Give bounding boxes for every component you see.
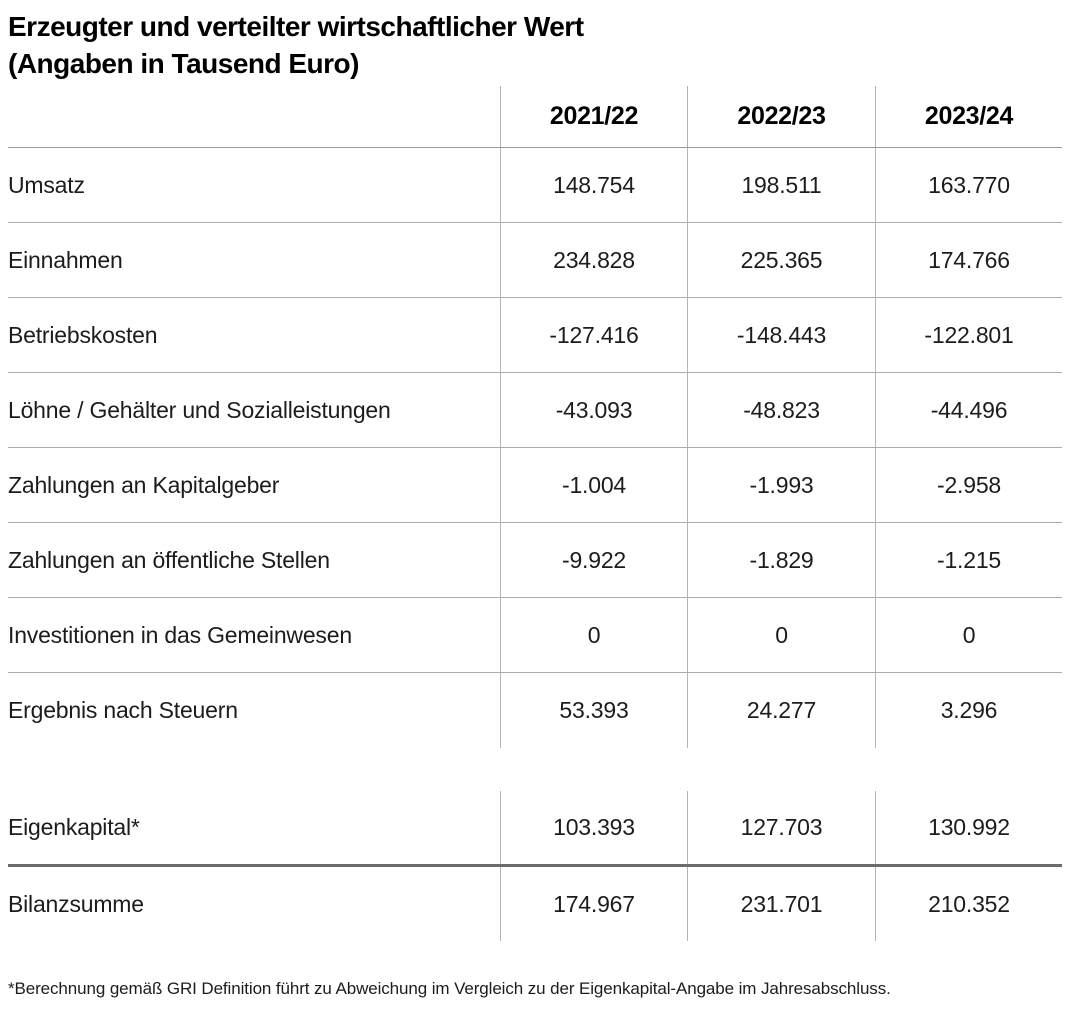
table-section-gap bbox=[8, 748, 1062, 791]
row-value: 198.511 bbox=[687, 148, 875, 222]
column-header-2023-24: 2023/24 bbox=[875, 86, 1062, 147]
row-label: Eigenkapital* bbox=[8, 814, 140, 840]
row-value: -1.993 bbox=[687, 448, 875, 522]
table-row-loehne-gehaelter: Löhne / Gehälter und Sozialleistungen -4… bbox=[8, 373, 1062, 448]
row-value: -122.801 bbox=[875, 298, 1062, 372]
row-label: Zahlungen an öffentliche Stellen bbox=[8, 546, 330, 573]
row-value: -9.922 bbox=[500, 523, 687, 597]
row-value: -1.829 bbox=[687, 523, 875, 597]
row-value: 103.393 bbox=[500, 791, 687, 864]
row-label: Investitionen in das Gemeinwesen bbox=[8, 621, 352, 648]
row-value: 148.754 bbox=[500, 148, 687, 222]
table-row-umsatz: Umsatz 148.754 198.511 163.770 bbox=[8, 148, 1062, 223]
row-label: Löhne / Gehälter und Sozialleistungen bbox=[8, 396, 391, 423]
table-row-bilanzsumme: Bilanzsumme 174.967 231.701 210.352 bbox=[8, 867, 1062, 941]
row-value: 53.393 bbox=[500, 673, 687, 748]
table-row-zahlungen-oeffentliche-stellen: Zahlungen an öffentliche Stellen -9.922 … bbox=[8, 523, 1062, 598]
table-row-ergebnis-nach-steuern: Ergebnis nach Steuern 53.393 24.277 3.29… bbox=[8, 673, 1062, 748]
header-label-spacer bbox=[8, 86, 500, 147]
row-value: -2.958 bbox=[875, 448, 1062, 522]
content-area: Erzeugter und verteilter wirtschaftliche… bbox=[8, 8, 1062, 999]
page-title-line1: Erzeugter und verteilter wirtschaftliche… bbox=[8, 11, 584, 42]
row-label: Zahlungen an Kapitalgeber bbox=[8, 471, 280, 498]
row-value: 231.701 bbox=[687, 867, 875, 941]
row-value: 130.992 bbox=[875, 791, 1062, 864]
economic-value-table: 2021/22 2022/23 2023/24 Umsatz 148.754 1… bbox=[8, 86, 1062, 941]
table-row-investitionen-gemeinwesen: Investitionen in das Gemeinwesen 0 0 0 bbox=[8, 598, 1062, 673]
row-value: -44.496 bbox=[875, 373, 1062, 447]
page-title: Erzeugter und verteilter wirtschaftliche… bbox=[8, 8, 1062, 82]
row-value: -48.823 bbox=[687, 373, 875, 447]
row-value: -127.416 bbox=[500, 298, 687, 372]
table-row-eigenkapital: Eigenkapital* 103.393 127.703 130.992 bbox=[8, 791, 1062, 867]
row-value: 210.352 bbox=[875, 867, 1062, 941]
row-value: 174.766 bbox=[875, 223, 1062, 297]
page-title-line2: (Angaben in Tausend Euro) bbox=[8, 48, 359, 79]
row-value: 0 bbox=[687, 598, 875, 672]
footnote: *Berechnung gemäß GRI Definition führt z… bbox=[8, 979, 891, 998]
row-value: 234.828 bbox=[500, 223, 687, 297]
row-value: 225.365 bbox=[687, 223, 875, 297]
row-value: 127.703 bbox=[687, 791, 875, 864]
table-row-einnahmen: Einnahmen 234.828 225.365 174.766 bbox=[8, 223, 1062, 298]
table-row-betriebskosten: Betriebskosten -127.416 -148.443 -122.80… bbox=[8, 298, 1062, 373]
row-label: Betriebskosten bbox=[8, 321, 158, 348]
row-label: Ergebnis nach Steuern bbox=[8, 697, 238, 723]
row-value: -1.004 bbox=[500, 448, 687, 522]
row-value: 174.967 bbox=[500, 867, 687, 941]
row-label: Einnahmen bbox=[8, 246, 123, 273]
row-value: 24.277 bbox=[687, 673, 875, 748]
row-label: Bilanzsumme bbox=[8, 890, 144, 917]
row-value: -1.215 bbox=[875, 523, 1062, 597]
row-value: -43.093 bbox=[500, 373, 687, 447]
table-row-zahlungen-kapitalgeber: Zahlungen an Kapitalgeber -1.004 -1.993 … bbox=[8, 448, 1062, 523]
column-header-2021-22: 2021/22 bbox=[500, 86, 687, 147]
table-header-row: 2021/22 2022/23 2023/24 bbox=[8, 86, 1062, 148]
column-header-2022-23: 2022/23 bbox=[687, 86, 875, 147]
row-value: -148.443 bbox=[687, 298, 875, 372]
row-value: 0 bbox=[500, 598, 687, 672]
row-value: 3.296 bbox=[875, 673, 1062, 748]
row-value: 163.770 bbox=[875, 148, 1062, 222]
row-value: 0 bbox=[875, 598, 1062, 672]
row-label: Umsatz bbox=[8, 171, 85, 198]
